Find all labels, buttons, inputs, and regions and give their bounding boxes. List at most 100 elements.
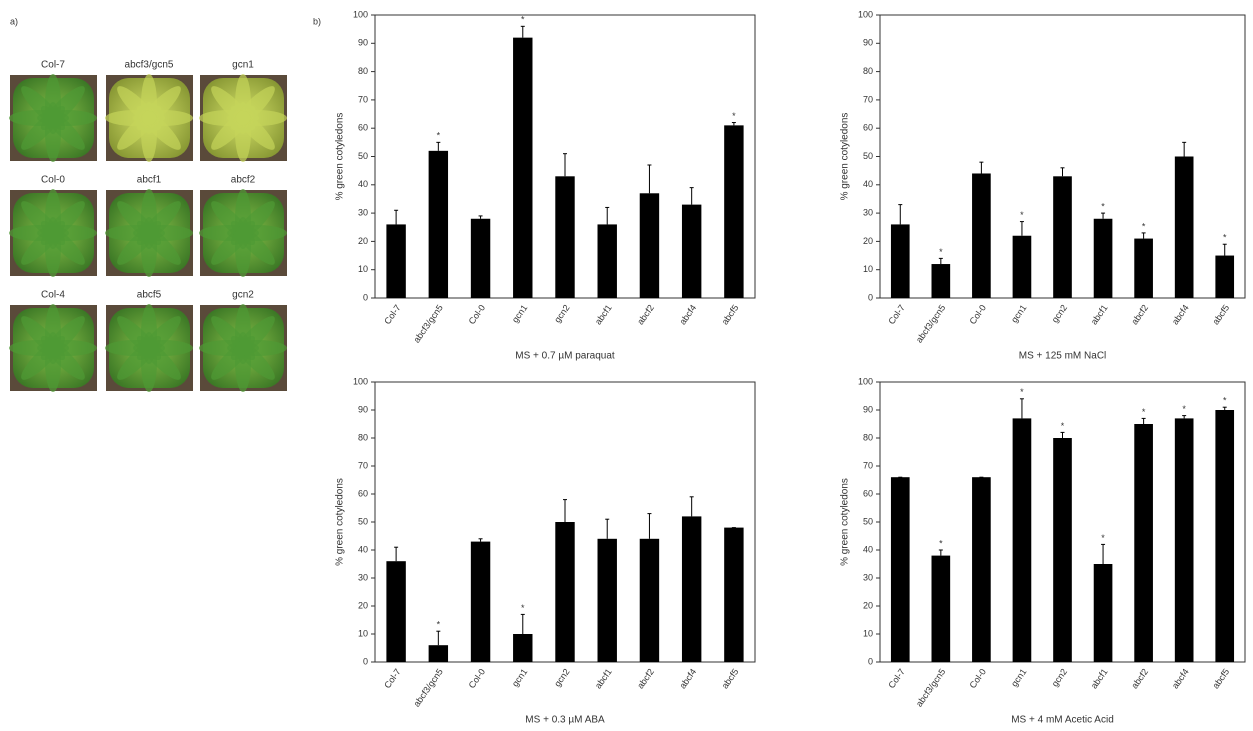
y-tick-label: 10 [863,264,873,274]
significance-mark: * [1061,421,1065,431]
bar [1134,424,1153,662]
y-tick-label: 50 [358,516,368,526]
bar [932,264,951,298]
x-tick-label: Col-0 [967,667,988,690]
x-tick-label: Col-0 [967,303,988,326]
bar [1094,564,1113,662]
y-tick-label: 10 [358,264,368,274]
significance-mark: * [1223,396,1227,406]
bar [1013,236,1032,298]
x-tick-label: gcn2 [1050,303,1069,325]
bar [429,645,448,662]
y-tick-label: 90 [863,38,873,48]
bar [513,38,532,298]
y-tick-label: 60 [863,123,873,133]
bar [1175,157,1194,299]
bar [1175,418,1194,662]
y-tick-label: 40 [863,544,873,554]
significance-mark: * [939,538,943,548]
bar [1094,219,1113,298]
x-tick-label: abcf1 [593,667,614,691]
y-tick-label: 80 [358,432,368,442]
photo-label: gcn2 [232,290,254,301]
x-tick-label: abcf1 [1089,303,1110,327]
x-tick-label: abcf3/gcn5 [914,303,947,345]
y-tick-label: 70 [863,94,873,104]
y-tick-label: 100 [858,376,873,386]
bar [1215,410,1234,662]
bar [1215,256,1234,298]
x-tick-label: abcf2 [635,303,656,327]
bar [972,477,991,662]
y-tick-label: 10 [358,628,368,638]
photo-label: abcf1 [137,175,162,186]
y-tick-label: 30 [863,207,873,217]
y-axis-label: % green cotyledons [840,478,851,566]
x-tick-label: abcf4 [677,667,698,691]
y-tick-label: 60 [358,123,368,133]
y-tick-label: 90 [358,404,368,414]
y-tick-label: 40 [358,544,368,554]
bar [471,542,490,662]
y-axis-label: % green cotyledons [840,113,851,201]
significance-mark: * [1020,210,1024,220]
significance-mark: * [521,15,525,25]
bar [386,561,405,662]
bar [598,224,617,298]
x-tick-label: abcf3/gcn5 [914,667,947,709]
y-tick-label: 30 [358,572,368,582]
x-tick-label: Col-0 [467,303,488,326]
photo-label: Col-7 [41,60,65,71]
bar [555,522,574,662]
y-tick-label: 20 [358,600,368,610]
bar [932,556,951,662]
x-tick-label: abcf1 [593,303,614,327]
significance-mark: * [1101,533,1105,543]
bar [1134,239,1153,298]
x-tick-label: Col-7 [886,667,907,690]
x-axis-label: MS + 0.7 µM paraquat [515,351,615,362]
bar [891,477,910,662]
x-tick-label: gcn2 [552,303,571,325]
figure: a) b) Col-7 abcf3/gcn5 gcn1 Col-0 abcf1 abcf2… [0,0,1253,731]
y-tick-label: 20 [863,600,873,610]
x-axis-label: MS + 4 mM Acetic Acid [1011,715,1114,726]
x-tick-label: abcf5 [720,303,741,327]
y-tick-label: 0 [868,292,873,302]
panel-label: b) [313,16,321,26]
bar [682,205,701,298]
y-tick-label: 50 [358,151,368,161]
x-tick-label: abcf3/gcn5 [411,303,444,345]
x-tick-label: gcn1 [1009,303,1028,325]
y-tick-label: 100 [353,9,368,19]
y-tick-label: 50 [863,516,873,526]
y-tick-label: 80 [358,66,368,76]
bar [555,176,574,298]
y-tick-label: 60 [863,488,873,498]
significance-mark: * [521,603,525,613]
significance-mark: * [732,111,736,121]
y-tick-label: 90 [358,38,368,48]
x-tick-label: abcf4 [1170,303,1191,327]
y-tick-label: 50 [863,151,873,161]
panel-label: a) [10,16,18,26]
bar [1053,438,1072,662]
bar [598,539,617,662]
x-tick-label: abcf3/gcn5 [411,667,444,709]
y-tick-label: 100 [353,376,368,386]
y-tick-label: 0 [363,656,368,666]
significance-mark: * [1142,407,1146,417]
y-tick-label: 0 [363,292,368,302]
y-tick-label: 80 [863,66,873,76]
photo-label: abcf2 [231,175,256,186]
photo-label: abcf3/gcn5 [125,60,174,71]
photo-label: gcn1 [232,60,254,71]
x-tick-label: gcn1 [1009,667,1028,689]
y-tick-label: 40 [863,179,873,189]
x-tick-label: abcf2 [1129,303,1150,327]
x-axis-label: MS + 125 mM NaCl [1019,351,1107,362]
significance-mark: * [1020,387,1024,397]
x-tick-label: Col-0 [467,667,488,690]
y-axis-label: % green cotyledons [335,478,346,566]
photo-label: Col-4 [41,290,65,301]
